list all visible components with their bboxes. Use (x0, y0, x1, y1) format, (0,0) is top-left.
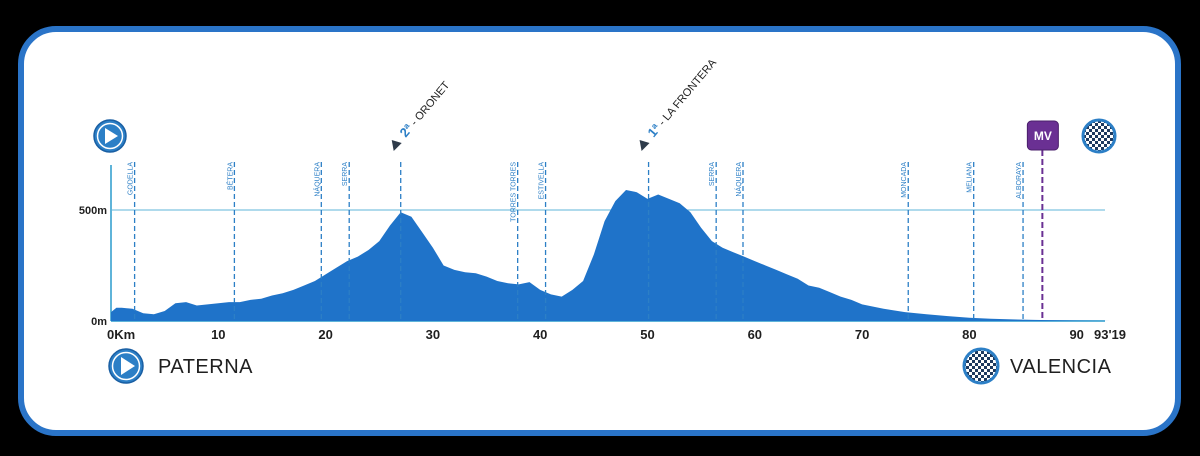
town-label: ALBORAYA (1016, 162, 1023, 199)
climb-label: 1ª - LA FRONTERA (644, 55, 719, 140)
town-label: NÁQUERA (312, 162, 321, 197)
town-label: MELIANA (967, 162, 974, 193)
x-tick-label: 40 (533, 327, 547, 342)
start-town-name: PATERNA (158, 356, 253, 378)
town-label: BÉTERA (225, 162, 234, 190)
start-bottom-icon (108, 348, 144, 384)
town-label: ESTIVELLA (539, 162, 546, 200)
x-tick-label: 10 (211, 327, 225, 342)
climb-name: - LA FRONTERA (654, 56, 719, 130)
profile-card (18, 26, 1181, 436)
x-tick-label: 90 (1069, 327, 1083, 342)
x-tick-label: 50 (640, 327, 654, 342)
town-label: SERRA (342, 162, 349, 186)
x-tick-label: 80 (962, 327, 976, 342)
town-label: MONCADA (901, 162, 908, 198)
x-tick-label: 93'19 (1094, 327, 1126, 342)
elevation-area (111, 190, 1111, 321)
climb-pointer-icon (639, 140, 650, 151)
x-tick-label: 60 (748, 327, 762, 342)
town-label: TORRES TORRES (511, 162, 518, 222)
x-tick-label: 70 (855, 327, 869, 342)
x-tick-label: 0Km (107, 327, 135, 342)
y-tick-label: 500m (79, 205, 107, 217)
climb-name: - ORONET (407, 79, 453, 130)
x-tick-label: 30 (426, 327, 440, 342)
climb-pointer-icon (391, 140, 402, 151)
town-label: GODELLA (128, 162, 135, 195)
sprint-label: MV (1034, 129, 1052, 143)
start-top-icon (93, 119, 127, 153)
finish-top-icon (1081, 118, 1117, 154)
town-label: NÁQUERA (734, 162, 743, 197)
climb-label: 2ª - ORONET (397, 77, 453, 140)
town-label: SERRA (709, 162, 716, 186)
finish-town-name: VALENCIA (1010, 356, 1112, 378)
finish-bottom-icon (962, 347, 1000, 385)
sprint-badge (1026, 120, 1059, 151)
y-tick-label: 0m (91, 316, 107, 328)
x-tick-label: 20 (318, 327, 332, 342)
